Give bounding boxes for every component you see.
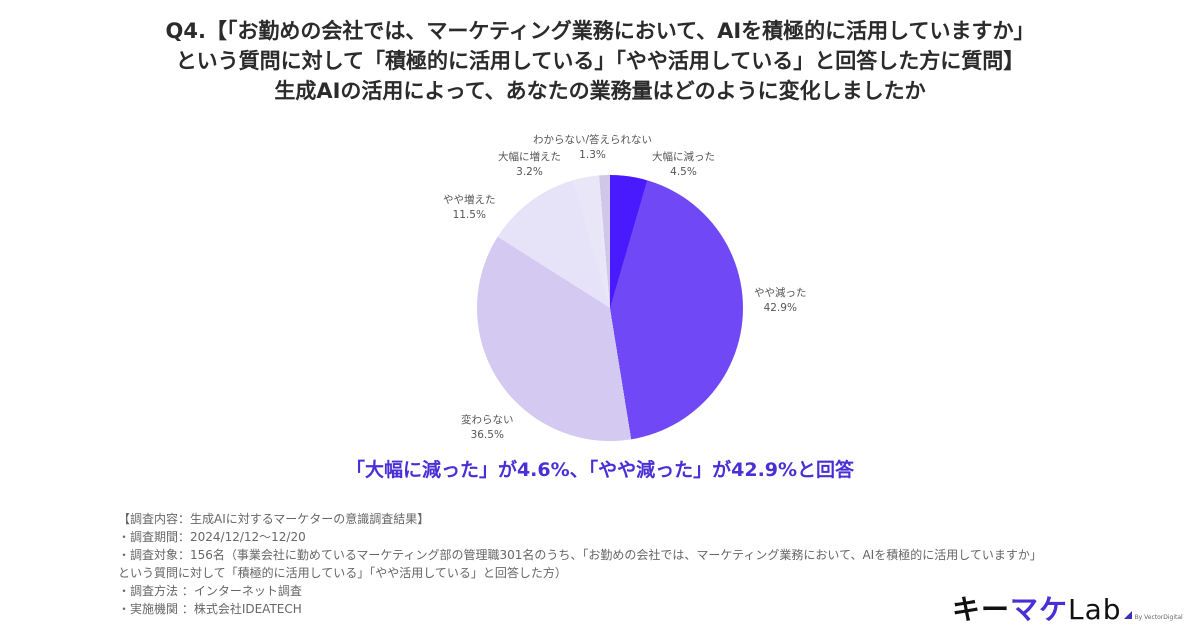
note-target-cont: という質問に対して「積極的に活用している」「やや活用している」と回答した方） <box>118 566 567 580</box>
note-method: ・調査方法 ：インターネット調査 <box>118 584 302 598</box>
survey-notes: 【調査内容：生成AIに対するマーケターの意識調査結果】 ・調査期間：2024/1… <box>118 510 1042 618</box>
title-line-1: Q4.【「お勤めの会社では、マーケティング業務において、AIを積極的に活用してい… <box>165 19 1035 43</box>
title-line-3: 生成AIの活用によって、あなたの業務量はどのように変化しましたか <box>274 79 926 103</box>
title-line-2: という質問に対して「積極的に活用している」「やや活用している」と回答した方に質問… <box>175 49 1025 73</box>
note-target: ・調査対象：156名（事業会社に勤めているマーケティング部の管理職301名のうち… <box>118 548 1042 562</box>
logo-triangle-icon <box>1123 611 1132 619</box>
label-greatly-increased: 大幅に増えた 3.2% <box>498 151 561 178</box>
label-greatly-decreased: 大幅に減った 4.5% <box>652 151 715 178</box>
pie-chart <box>477 175 743 441</box>
label-slightly-decreased: やや減った 42.9% <box>754 287 807 314</box>
label-unchanged: 変わらない 36.5% <box>461 414 514 441</box>
note-organization: ・実施機関 ：株式会社IDEATECH <box>118 602 302 616</box>
chart-title: Q4.【「お勤めの会社では、マーケティング業務において、AIを積極的に活用してい… <box>0 16 1200 106</box>
brand-logo: キーマケLab By VectorDigital <box>952 593 1183 626</box>
label-unknown: わからない/答えられない 1.3% <box>533 134 653 161</box>
note-period: ・調査期間：2024/12/12～12/20 <box>118 530 306 544</box>
headline-summary: 「大幅に減った」が4.6%、「やや減った」が42.9%と回答 <box>345 459 855 481</box>
note-content: 【調査内容：生成AIに対するマーケターの意識調査結果】 <box>118 512 430 526</box>
label-slightly-increased: やや増えた 11.5% <box>443 194 496 221</box>
